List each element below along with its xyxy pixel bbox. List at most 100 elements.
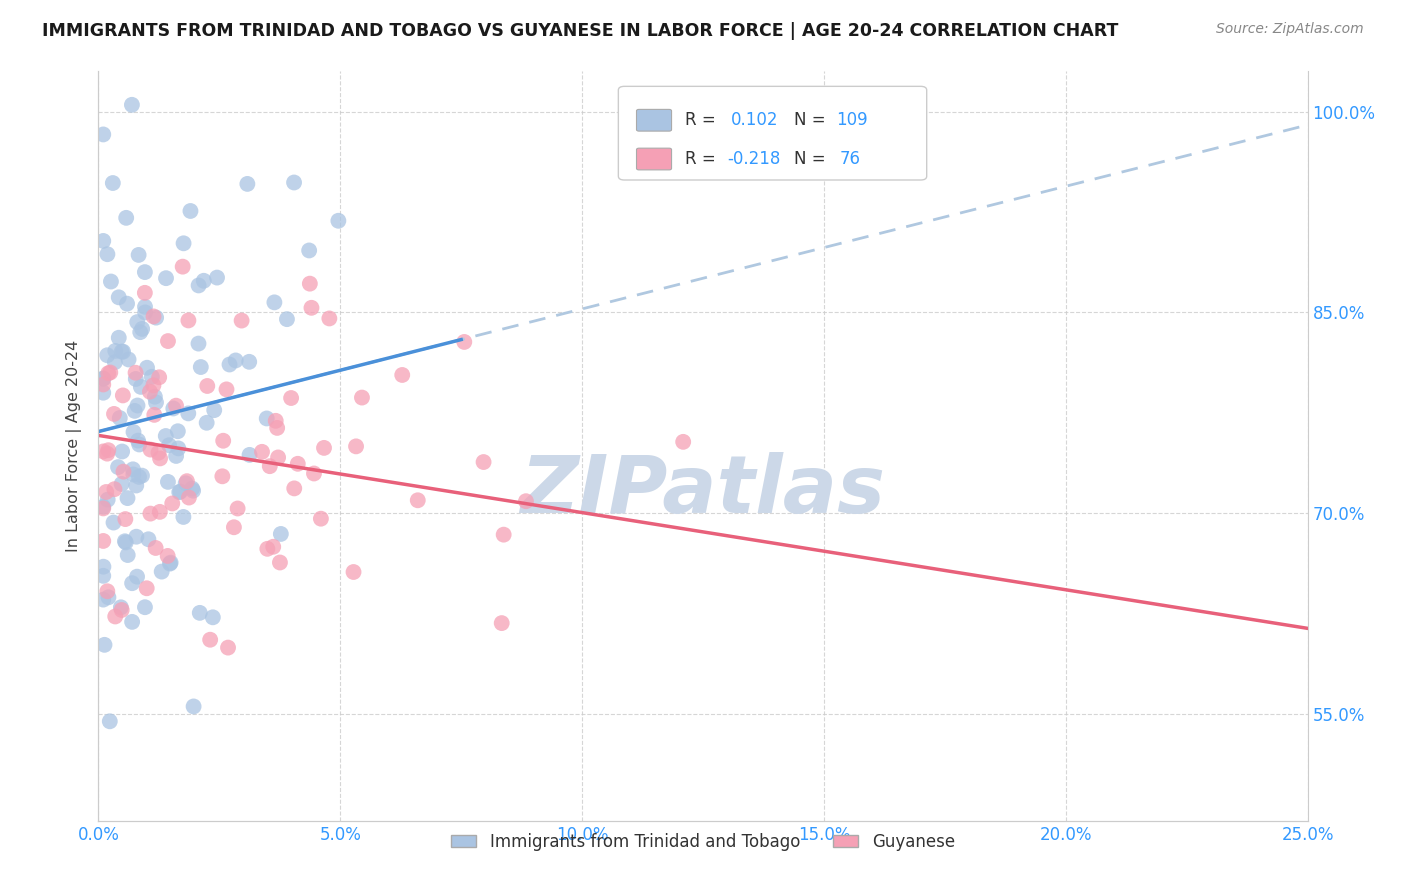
- Point: [149, 505, 172, 519]
- Text: 109: 109: [837, 112, 868, 129]
- Point: [198, 632, 221, 647]
- Point: [165, 449, 187, 463]
- Point: [143, 390, 166, 404]
- Point: [117, 548, 139, 562]
- Text: -0.218: -0.218: [727, 150, 780, 168]
- Point: [127, 315, 149, 329]
- Point: [181, 483, 204, 498]
- Point: [328, 213, 350, 227]
- Point: [128, 470, 150, 484]
- Point: [117, 491, 139, 505]
- Point: [672, 434, 695, 449]
- Point: [491, 616, 513, 631]
- Point: [256, 411, 278, 425]
- Point: [193, 274, 215, 288]
- Point: [238, 355, 260, 369]
- Point: [269, 556, 291, 570]
- Point: [169, 484, 191, 499]
- Point: [115, 211, 138, 225]
- Point: [117, 352, 139, 367]
- Point: [121, 615, 143, 629]
- Point: [262, 540, 284, 554]
- Point: [93, 559, 115, 574]
- Point: [167, 442, 190, 456]
- Point: [159, 557, 181, 571]
- Point: [97, 492, 120, 507]
- Point: [104, 355, 127, 369]
- Point: [124, 366, 146, 380]
- Point: [93, 638, 115, 652]
- Point: [131, 468, 153, 483]
- Point: [298, 244, 321, 258]
- Point: [103, 407, 125, 421]
- Point: [142, 378, 165, 392]
- Point: [172, 260, 194, 274]
- Point: [145, 395, 167, 409]
- Point: [162, 401, 184, 416]
- Point: [225, 353, 247, 368]
- Point: [145, 310, 167, 325]
- Point: [91, 533, 114, 548]
- Point: [91, 372, 114, 386]
- Y-axis label: In Labor Force | Age 20-24: In Labor Force | Age 20-24: [66, 340, 83, 552]
- Point: [344, 439, 367, 453]
- Point: [155, 271, 177, 285]
- Point: [134, 600, 156, 615]
- Point: [129, 380, 152, 394]
- Point: [187, 278, 209, 293]
- Point: [96, 447, 118, 461]
- Point: [110, 600, 132, 615]
- Point: [391, 368, 413, 382]
- Point: [263, 295, 285, 310]
- Point: [492, 527, 515, 541]
- Point: [111, 444, 134, 458]
- Point: [173, 236, 195, 251]
- Point: [96, 348, 118, 362]
- Point: [159, 556, 181, 570]
- Point: [122, 467, 145, 482]
- Point: [181, 482, 204, 496]
- Point: [135, 581, 157, 595]
- Point: [350, 391, 373, 405]
- Point: [195, 416, 218, 430]
- Point: [127, 399, 149, 413]
- Point: [136, 360, 159, 375]
- Point: [91, 569, 114, 583]
- Point: [127, 434, 149, 448]
- Point: [176, 474, 198, 488]
- Point: [131, 322, 153, 336]
- Point: [342, 565, 364, 579]
- Point: [96, 247, 118, 261]
- Point: [453, 334, 475, 349]
- Point: [195, 379, 218, 393]
- Point: [97, 366, 120, 380]
- Point: [166, 424, 188, 438]
- Point: [212, 434, 235, 448]
- Point: [205, 270, 228, 285]
- Text: ZIPatlas: ZIPatlas: [520, 452, 886, 530]
- Point: [91, 444, 114, 458]
- Point: [121, 98, 143, 112]
- Point: [287, 457, 309, 471]
- Point: [111, 477, 134, 491]
- Point: [122, 425, 145, 439]
- Point: [155, 429, 177, 443]
- Point: [143, 408, 166, 422]
- Point: [107, 290, 129, 304]
- Point: [134, 285, 156, 300]
- Point: [187, 336, 209, 351]
- Point: [134, 300, 156, 314]
- Text: R =: R =: [685, 150, 721, 168]
- Point: [114, 535, 136, 549]
- Point: [276, 312, 298, 326]
- Point: [141, 369, 163, 384]
- Point: [101, 176, 124, 190]
- Point: [139, 442, 162, 457]
- Point: [129, 325, 152, 339]
- Point: [104, 343, 127, 358]
- Point: [177, 491, 200, 505]
- Point: [211, 469, 233, 483]
- Point: [283, 176, 305, 190]
- FancyBboxPatch shape: [637, 110, 672, 131]
- Point: [142, 310, 165, 324]
